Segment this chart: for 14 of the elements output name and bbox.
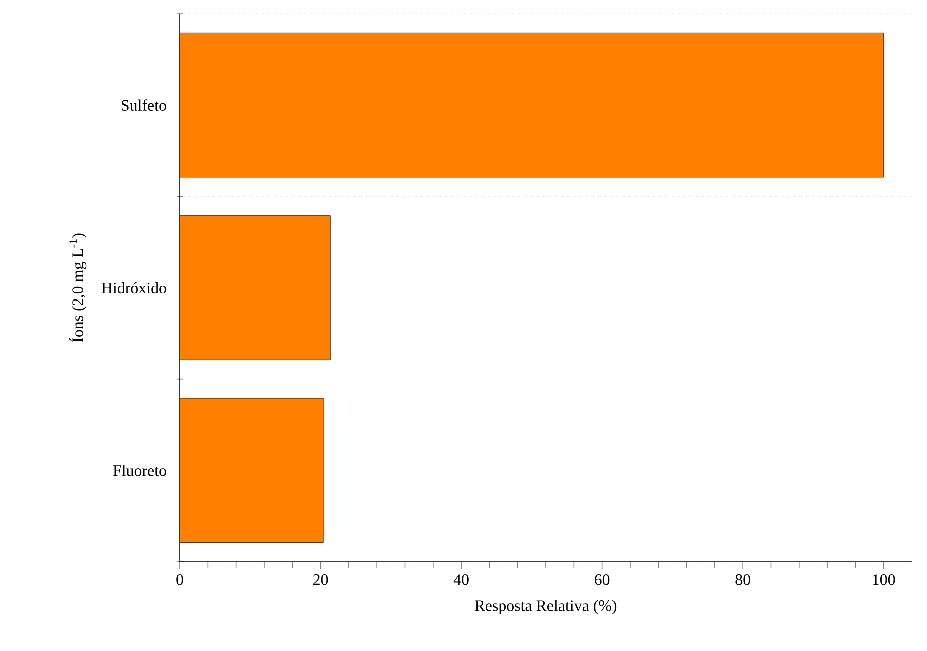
y-tick-label: Sulfeto — [122, 100, 166, 112]
y-tick-label: Fluoreto — [113, 465, 166, 476]
x-tick-label: 0 — [176, 574, 184, 586]
x-tick-label: 20 — [314, 574, 328, 586]
bar — [180, 32, 884, 178]
bar — [180, 398, 324, 544]
x-tick-label: 40 — [454, 574, 469, 586]
bar — [180, 216, 331, 360]
x-tick-label: 100 — [873, 574, 896, 586]
x-tick-label: 80 — [736, 574, 750, 586]
x-tick-label: 60 — [595, 574, 610, 586]
x-axis-title: Resposta Relativa (%) — [475, 600, 617, 615]
y-axis-title: Íons (2,0 mg L$^{-1}$) — [70, 234, 87, 342]
y-tick-label: Hidróxido — [102, 282, 166, 294]
